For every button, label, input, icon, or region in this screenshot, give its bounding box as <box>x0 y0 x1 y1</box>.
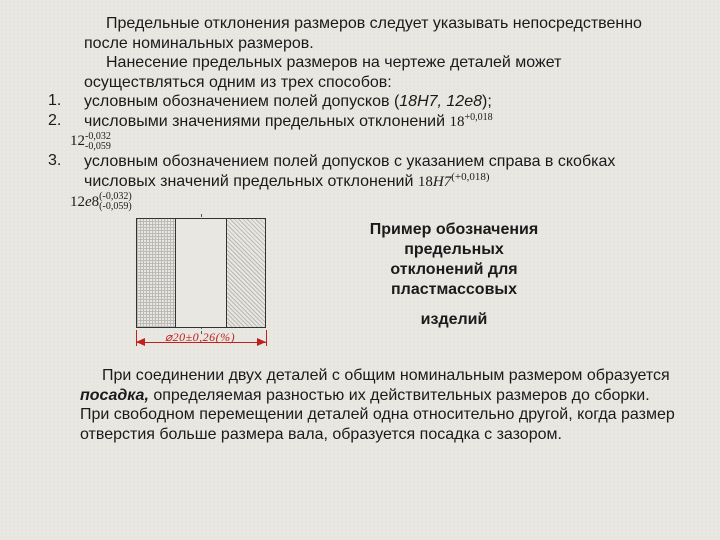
closing-b: посадка, <box>80 387 149 404</box>
closing-a: При соединении двух деталей с общим номи… <box>102 367 670 384</box>
f2-8: 8 <box>92 194 100 210</box>
f2-base: 12 <box>70 194 85 210</box>
caption-l2: предельных <box>404 241 504 258</box>
item-3-sup: (+0,018) <box>451 171 489 183</box>
f2-bot: (-0,059) <box>99 202 132 212</box>
item-1-text: условным обозначением полей допусков (18… <box>84 92 676 112</box>
f2-stack: (-0,032)(-0,059) <box>99 192 132 212</box>
closing-paragraph: При соединении двух деталей с общим номи… <box>80 366 676 444</box>
intro-p1: Предельные отклонения размеров следует у… <box>84 14 676 53</box>
item-2-a: числовыми значениями предельных отклонен… <box>84 113 449 130</box>
caption-l5: изделий <box>324 310 584 330</box>
item-2-num: 2. <box>44 112 78 132</box>
f1-base: 12 <box>70 133 85 149</box>
figure-row: ⌀20±0,26(%) Пример обозначения предельны… <box>106 218 676 356</box>
item-3-formula: 18H7(+0,018) <box>418 174 490 190</box>
item-2-text: числовыми значениями предельных отклонен… <box>84 112 676 132</box>
figure-caption: Пример обозначения предельных отклонений… <box>324 220 584 330</box>
item-2-formula: 18+0,018 <box>449 114 492 130</box>
rect-mid <box>176 218 226 328</box>
page: Предельные отклонения размеров следует у… <box>0 0 720 454</box>
item-3-text: условным обозначением полей допусков с у… <box>84 152 676 192</box>
item-1-num: 1. <box>44 92 78 112</box>
caption-l1: Пример обозначения <box>370 221 538 238</box>
closing-c: определяемая разностью их действительных… <box>80 387 675 443</box>
item-1-ital: 18H7, 12e8 <box>399 93 482 110</box>
item-3-base: 18 <box>418 174 433 190</box>
item-1-c: ); <box>482 93 492 110</box>
figure: ⌀20±0,26(%) <box>106 218 306 356</box>
rect-right <box>226 218 266 328</box>
formula-2: 12e8(-0,032)(-0,059) <box>84 192 676 213</box>
f1-bot: -0,059 <box>85 142 111 152</box>
dim-ext-right <box>266 330 267 346</box>
item-3-a: условным обозначением полей допусков с у… <box>84 153 615 191</box>
caption-l3: отклонений для <box>390 261 517 278</box>
item-2-sup: +0,018 <box>464 112 492 123</box>
caption-l4: пластмассовых <box>391 281 517 298</box>
item-1-a: условным обозначением полей допусков ( <box>84 93 399 110</box>
formula-1: 12-0,032-0,059 <box>84 131 676 152</box>
rect-left <box>136 218 176 328</box>
drawing: ⌀20±0,26(%) <box>106 218 306 356</box>
item-2-base: 18 <box>449 114 464 130</box>
intro-block: Предельные отклонения размеров следует у… <box>44 14 676 212</box>
intro-p2: Нанесение предельных размеров на чертеже… <box>84 53 676 92</box>
f1-stack: -0,032-0,059 <box>85 132 111 152</box>
dim-arrow-left-icon <box>136 338 145 346</box>
f2-e: e <box>85 194 92 210</box>
dim-label: ⌀20±0,26(%) <box>150 330 250 345</box>
item-3-num: 3. <box>44 152 78 192</box>
dim-arrow-right-icon <box>257 338 266 346</box>
item-3-h7: H7 <box>433 174 451 190</box>
